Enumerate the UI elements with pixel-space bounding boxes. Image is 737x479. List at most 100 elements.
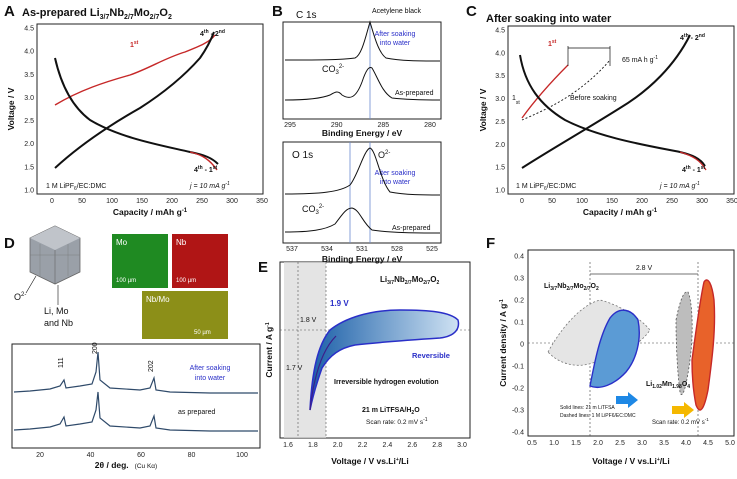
panel-f-ytick-6: -0.2 (512, 386, 524, 393)
panel-f-xtick-6: 3.5 (659, 440, 669, 447)
panel-b-o-co3: CO32- (302, 204, 324, 216)
panel-c-delta: 65 mA h g-1 (622, 55, 658, 64)
panel-f: F 0.4 0.3 0.2 0.1 0 -0.1 -0.2 -0.3 -0.4 0.5 1.0 1.… (486, 235, 735, 466)
panel-a-xtick-4: 200 (166, 198, 178, 205)
panel-c-xtick-3: 150 (606, 198, 618, 205)
panel-a-xtick-0: 0 (50, 198, 54, 205)
panel-f-span: 2.8 V (636, 265, 653, 272)
panel-f-ytick-5: -0.1 (512, 364, 524, 371)
map-nbmo-label: Nb/Mo (146, 295, 170, 304)
panel-e-reversible: Reversible (412, 351, 450, 360)
panel-b-o-xlabel: Binding Energy / eV (322, 254, 403, 264)
panel-a-ytick-0: 4.5 (24, 26, 34, 33)
panel-b-o2: O2- (378, 150, 390, 160)
panel-f-ytick-7: -0.3 (512, 408, 524, 415)
panel-f-solid-note: Solid lines: 21 m LiTFSA (560, 405, 615, 411)
panel-f-xtick-8: 4.5 (703, 440, 713, 447)
panel-f-yticks: 0.4 0.3 0.2 0.1 0 -0.1 -0.2 -0.3 -0.4 (512, 254, 524, 437)
panel-e: E Li3/7Nb2/7Mo2/7O2 1.9 V 1.8 V 1.7 V Re… (258, 259, 471, 466)
panel-a-later-discharge: 4th - 1st (194, 165, 218, 174)
panel-c-current: j = 10 mA g-1 (659, 181, 700, 190)
panel-f-xtick-1: 1.0 (549, 440, 559, 447)
panel-a: A As-prepared Li3/7Nb2/7Mo2/7O2 4.5 4.0 3.… (4, 3, 268, 217)
panel-e-xtick-3: 2.2 (358, 442, 368, 449)
panel-a-charge-later (54, 31, 215, 169)
panel-d-cation-2: and Nb (44, 318, 73, 328)
panel-c-first: 1st (548, 39, 557, 48)
panel-b-c-top-spectrum (284, 20, 441, 62)
panel-b-o-xtick-0: 537 (286, 246, 298, 253)
panel-f-ytick-2: 0.2 (514, 298, 524, 305)
panel-e-v17: 1.7 V (286, 365, 303, 372)
panel-f-ytick-1: 0.3 (514, 276, 524, 283)
map-nbmo-scale: 50 µm (194, 330, 211, 336)
panel-d-label: D (4, 235, 15, 252)
panel-a-xtick-1: 50 (78, 198, 86, 205)
panel-f-xtick-7: 4.0 (681, 440, 691, 447)
panel-c-yticks: 4.5 4.0 3.5 3.0 2.5 2.0 1.5 1.0 (495, 28, 505, 195)
panel-a-ytick-5: 2.0 (24, 141, 34, 148)
panel-c-ytick-2: 3.5 (495, 73, 505, 80)
panel-f-xticks: 0.5 1.0 1.5 2.0 2.5 3.0 3.5 4.0 4.5 5.0 (527, 440, 735, 447)
panel-d-xtick-2: 60 (137, 452, 145, 459)
panel-a-xticks: 0 50 100 150 200 250 300 350 (50, 198, 268, 205)
panel-a-ytick-3: 3.0 (24, 95, 34, 102)
panel-c-frame (507, 25, 735, 195)
map-mo-label: Mo (116, 238, 128, 247)
panel-a-ylabel: Voltage / V (6, 87, 16, 130)
panel-c: C After soaking into water 4.5 4.0 3.5 3.0 2… (466, 3, 737, 217)
panel-c-xtick-7: 350 (726, 198, 737, 205)
panel-b-c-xtick-0: 295 (284, 122, 296, 129)
panel-d-xrd-soaked (13, 351, 258, 394)
panel-d-xrd-as-prepared (13, 391, 258, 432)
map-nb-image (172, 234, 228, 288)
panel-d-xlabel: 2θ / deg. (Cu Kα) (95, 460, 157, 470)
panel-d: D O2- Li, Mo and Nb Mo Nb Nb/Mo 100 µm 1… (4, 225, 261, 470)
panel-c-xtick-1: 50 (548, 198, 556, 205)
panel-b-o-bottom-spectrum (284, 207, 441, 234)
panel-b-c1s: C 1s (296, 10, 317, 21)
panel-b-c-frame (282, 21, 442, 120)
panel-c-xticks: 0 50 100 150 200 250 300 350 (520, 198, 737, 205)
panel-b-c-xlabel: Binding Energy / eV (322, 128, 403, 138)
panel-c-xlabel: Capacity / mAh g-1 (583, 207, 658, 217)
panel-f-ytick-8: -0.4 (512, 430, 524, 437)
panel-a-title: As-prepared Li3/7Nb2/7Mo2/7O2 (22, 7, 172, 21)
panel-a-xtick-6: 300 (226, 198, 238, 205)
panel-f-blue-arrow (616, 392, 638, 408)
panel-c-later: 4th - 2nd (680, 33, 705, 42)
panel-c-discharge-later (519, 54, 706, 167)
panel-f-xtick-2: 1.5 (571, 440, 581, 447)
map-nb-scale: 100 µm (176, 278, 196, 284)
panel-d-after-soak-2: into water (195, 375, 226, 382)
panel-d-xticks: 20 40 60 80 100 (36, 452, 248, 459)
panel-b-o-top-spectrum (284, 147, 441, 196)
panel-b-acetylene: Acetylene black (372, 8, 422, 15)
panel-e-v19: 1.9 V (330, 299, 349, 308)
map-nb-label: Nb (176, 238, 187, 247)
panel-e-xtick-6: 2.8 (432, 442, 442, 449)
panel-c-charge-later (521, 34, 691, 169)
panel-e-v18: 1.8 V (300, 317, 317, 324)
panel-c-electrolyte: 1 M LiPF6/EC:DMC (516, 183, 576, 192)
panel-d-o2-pointer (25, 275, 37, 294)
panel-e-cv-tail (309, 335, 337, 411)
panel-f-scan: Scan rate: 0.2 mV s-1 (652, 417, 709, 426)
panel-d-xtick-4: 100 (236, 452, 248, 459)
panel-a-current: j = 10 mA g-1 (189, 181, 230, 190)
panel-b-c-xtick-2: 285 (377, 122, 389, 129)
panel-c-xtick-4: 200 (636, 198, 648, 205)
panel-a-yticks: 4.5 4.0 3.5 3.0 2.5 2.0 1.5 1.0 (24, 26, 34, 195)
panel-c-before-soak-label: Before soaking (570, 95, 617, 102)
panel-a-xlabel: Capacity / mAh g-1 (113, 207, 188, 217)
panel-d-xrd-frame (11, 343, 261, 449)
panel-b-as-prepared-o: As-prepared (392, 225, 431, 232)
panel-e-electrolyte: 21 m LiTFSA/H2O (362, 407, 420, 416)
panel-d-xtick-3: 80 (188, 452, 196, 459)
panel-f-compound-a: Li3/7Nb2/7Mo2/7O2 (544, 283, 599, 292)
panel-f-red-loop (691, 279, 716, 411)
panel-b-o-frame (282, 141, 442, 244)
panel-f-blue-loop (589, 309, 640, 389)
panel-f-dashed-loop-2 (675, 291, 693, 395)
